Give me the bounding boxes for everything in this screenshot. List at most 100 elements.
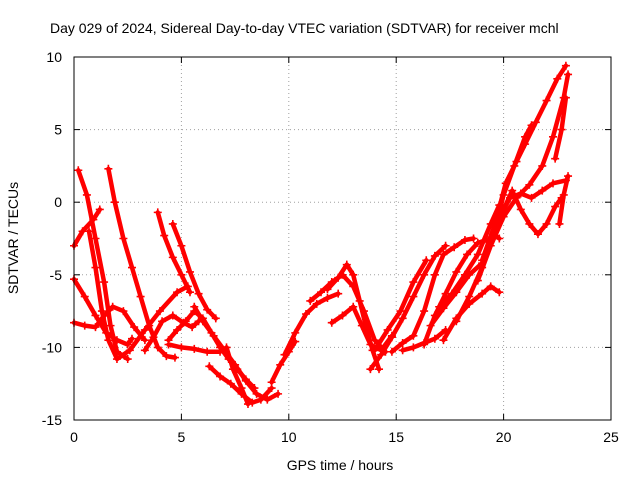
data-point xyxy=(448,289,457,298)
data-point xyxy=(228,365,237,374)
data-point xyxy=(420,270,429,279)
data-series xyxy=(70,61,573,409)
data-point xyxy=(349,270,358,279)
series-pass-22 xyxy=(387,234,478,356)
data-point xyxy=(501,179,510,188)
data-point xyxy=(366,340,375,349)
data-point xyxy=(516,205,525,214)
data-point xyxy=(203,347,212,356)
data-point xyxy=(516,189,525,198)
series-pass-5 xyxy=(85,227,192,364)
series-pass-4 xyxy=(70,205,104,250)
data-point xyxy=(125,346,134,355)
data-point xyxy=(551,202,560,211)
data-point xyxy=(82,190,91,199)
data-point xyxy=(267,378,276,387)
data-point xyxy=(377,350,386,359)
data-point xyxy=(216,372,225,381)
data-point xyxy=(439,250,448,259)
data-point xyxy=(140,346,149,355)
data-point xyxy=(533,230,542,239)
data-point xyxy=(450,243,459,252)
data-point xyxy=(499,205,508,214)
data-point xyxy=(531,118,540,127)
series-pass-3 xyxy=(74,166,132,364)
data-point xyxy=(349,302,358,311)
y-tick-label: -5 xyxy=(50,267,63,283)
data-point xyxy=(555,219,564,228)
series-pass-34 xyxy=(551,93,570,163)
data-point xyxy=(127,334,136,343)
data-point xyxy=(420,307,429,316)
data-point xyxy=(136,292,145,301)
data-point xyxy=(168,219,177,228)
series-line xyxy=(501,188,564,237)
data-point xyxy=(542,96,551,105)
data-point xyxy=(549,132,558,141)
data-point xyxy=(153,208,162,217)
data-point xyxy=(181,317,190,326)
data-point xyxy=(452,317,461,326)
data-point xyxy=(486,282,495,291)
data-point xyxy=(375,365,384,374)
data-point xyxy=(185,267,194,276)
data-point xyxy=(469,234,478,243)
y-axis-label: SDTVAR / TECUs xyxy=(5,182,21,294)
data-point xyxy=(123,340,132,349)
data-point xyxy=(130,323,139,332)
series-pass-29 xyxy=(478,61,570,265)
data-point xyxy=(396,307,405,316)
data-point xyxy=(441,241,450,250)
data-point xyxy=(460,235,469,244)
series-line xyxy=(170,221,219,321)
plot-frame xyxy=(73,56,612,421)
data-point xyxy=(334,273,343,282)
data-point xyxy=(383,325,392,334)
data-point xyxy=(170,353,179,362)
data-point xyxy=(216,347,225,356)
data-point xyxy=(463,250,472,259)
data-point xyxy=(185,288,194,297)
data-point xyxy=(153,343,162,352)
data-point xyxy=(426,321,435,330)
data-point xyxy=(95,205,104,214)
data-point xyxy=(140,336,149,345)
data-point xyxy=(525,219,534,228)
data-point xyxy=(91,234,100,243)
series-line xyxy=(86,228,191,362)
data-point xyxy=(439,336,448,345)
data-point xyxy=(355,296,364,305)
data-point xyxy=(209,331,218,340)
data-point xyxy=(460,270,469,279)
series-pass-30 xyxy=(473,70,573,285)
data-point xyxy=(104,164,113,173)
data-point xyxy=(274,389,283,398)
data-point xyxy=(409,331,418,340)
data-point xyxy=(430,270,439,279)
data-point xyxy=(162,352,171,361)
data-point xyxy=(473,250,482,259)
data-point xyxy=(398,314,407,323)
data-point xyxy=(420,340,429,349)
data-point xyxy=(430,251,439,260)
data-point xyxy=(338,311,347,320)
data-point xyxy=(164,340,173,349)
data-point xyxy=(80,292,89,301)
data-point xyxy=(168,311,177,320)
data-point xyxy=(317,288,326,297)
data-point xyxy=(495,288,504,297)
data-point xyxy=(276,360,285,369)
series-pass-6 xyxy=(104,164,179,362)
axis-ticks: 0 5 10 15 20 25 -15 -10 -5 0 5 10 xyxy=(42,49,619,445)
data-point xyxy=(194,289,203,298)
series-pass-14 xyxy=(222,343,252,409)
data-point xyxy=(538,186,547,195)
data-point xyxy=(551,154,560,163)
data-point xyxy=(243,400,252,409)
series-pass-15 xyxy=(267,337,300,387)
data-point xyxy=(123,355,132,364)
data-point xyxy=(452,267,461,276)
data-point xyxy=(104,336,113,345)
y-tick-label: 10 xyxy=(46,49,62,65)
